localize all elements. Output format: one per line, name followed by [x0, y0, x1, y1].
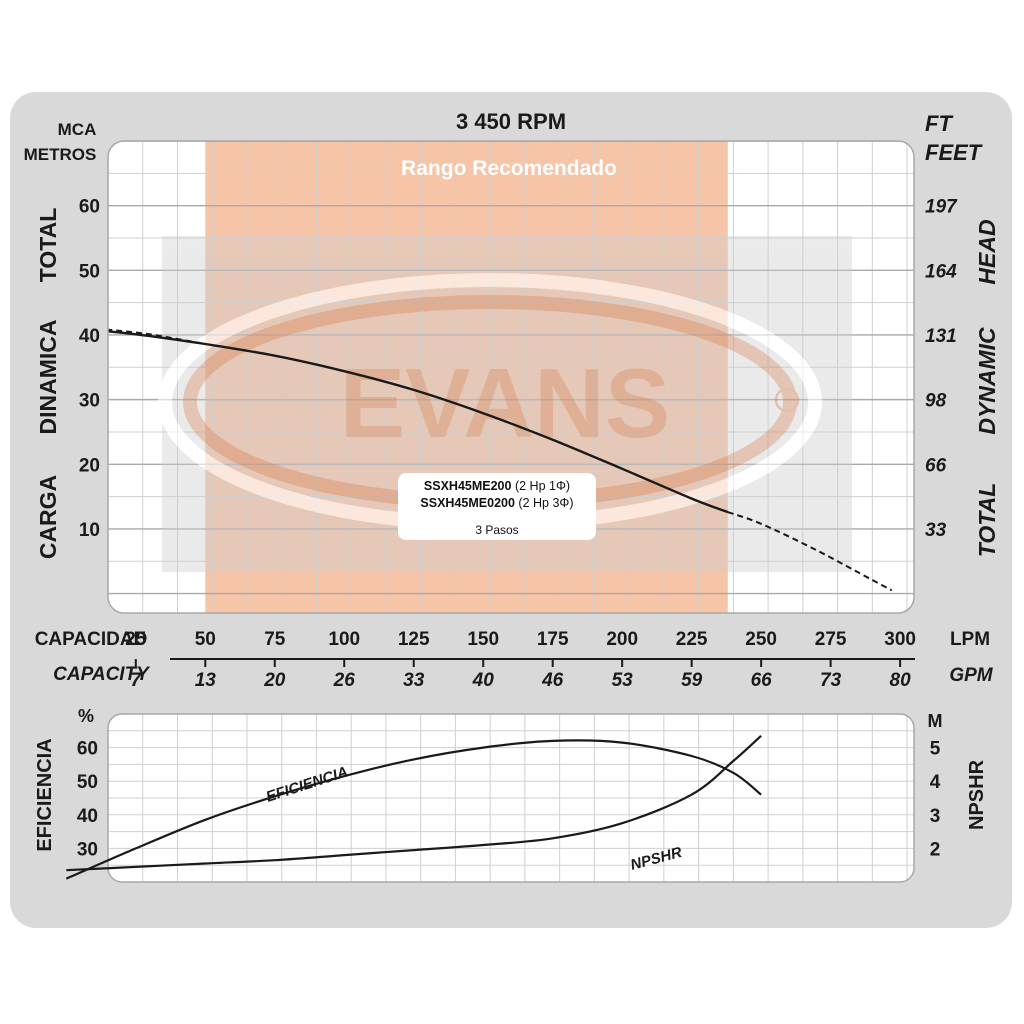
left-unit-metros: METROS	[24, 145, 97, 164]
head-m-tick: 40	[79, 326, 100, 347]
left-label-total: TOTAL	[35, 208, 61, 283]
efficiency-tick-labels: 30 40 50 60	[77, 739, 98, 861]
gpm-tick: 13	[195, 670, 217, 691]
gpm-tick: 33	[403, 670, 425, 691]
efficiency-tick: 50	[77, 772, 98, 793]
head-right-tick-labels: 33 66 98 131 164 197	[925, 197, 958, 541]
efficiency-curve	[65, 739, 762, 880]
model-2-spec: (2 Hp 3Φ)	[518, 496, 574, 510]
lpm-tick: 275	[815, 629, 847, 650]
model-1-name: SSXH45ME200	[423, 479, 512, 493]
recommended-range-label: Rango Recomendado	[401, 157, 617, 180]
left-label-carga: CARGA	[35, 475, 61, 559]
lpm-tick-labels: 25 50 75 100 125 150 175 200 225 250 275 300	[125, 629, 916, 650]
model-1-spec: (2 Hp 1Φ)	[514, 479, 571, 493]
head-curve-dashed-2	[727, 511, 893, 592]
right-unit-ft: FT	[925, 111, 953, 136]
npshr-tick: 3	[930, 806, 941, 827]
svg-text:EVANS: EVANS	[340, 348, 670, 458]
right-label-head: HEAD	[974, 219, 1000, 284]
head-m-tick: 30	[79, 391, 100, 412]
lpm-tick: 100	[328, 629, 360, 650]
gpm-tick: 80	[890, 670, 912, 691]
gpm-tick: 26	[333, 670, 356, 691]
lpm-tick: 250	[745, 629, 777, 650]
head-ft-tick: 131	[925, 326, 957, 347]
head-curve-dashed-1	[108, 326, 206, 345]
bottom-grid	[108, 714, 914, 882]
lpm-tick: 300	[884, 629, 916, 650]
head-ft-tick: 66	[925, 455, 947, 476]
rpm-title: 3 450 RPM	[456, 109, 566, 134]
lpm-tick: 25	[125, 629, 147, 650]
efficiency-tick: 30	[77, 839, 98, 860]
head-ft-tick: 197	[925, 197, 958, 218]
capacity-label-es: CAPACIDAD	[35, 629, 148, 650]
gpm-unit: GPM	[949, 665, 993, 686]
gpm-tick: 53	[612, 670, 634, 691]
stages-label: 3 Pasos	[475, 523, 519, 537]
head-ft-tick: 33	[925, 520, 947, 541]
efficiency-tick: 60	[77, 739, 98, 760]
efficiency-unit: %	[78, 706, 94, 726]
npshr-tick: 2	[930, 839, 941, 860]
model-2-name: SSXH45ME0200	[420, 496, 515, 510]
gpm-tick: 73	[820, 670, 842, 691]
lpm-tick: 150	[467, 629, 499, 650]
head-m-tick: 60	[79, 197, 100, 218]
capacity-label-en: CAPACITY	[53, 664, 151, 685]
svg-text:R: R	[782, 393, 792, 408]
npshr-tick: 4	[930, 772, 941, 793]
head-left-tick-labels: 10 20 30 40 50 60	[79, 197, 100, 541]
lpm-tick: 75	[264, 629, 286, 650]
gpm-tick: 46	[541, 670, 564, 691]
npshr-tick-labels: 2 3 4 5	[930, 739, 941, 861]
head-curve-solid-0	[108, 326, 729, 514]
npshr-curve	[66, 734, 762, 872]
gpm-tick-labels: 7 13 20 26 33 40 46 53 59 66 73 80	[131, 659, 912, 691]
top-grid	[108, 141, 914, 613]
efficiency-tick: 40	[77, 806, 98, 827]
gpm-tick: 7	[131, 670, 143, 691]
lpm-tick: 225	[676, 629, 708, 650]
gpm-tick: 20	[263, 670, 286, 691]
lpm-tick: 200	[606, 629, 638, 650]
npshr-axis-label: NPSHR	[966, 759, 988, 830]
efficiency-npshr-curves	[65, 734, 762, 880]
head-m-tick: 20	[79, 455, 100, 476]
head-ft-tick: 164	[925, 261, 957, 282]
right-unit-feet: FEET	[925, 140, 983, 165]
head-ft-tick: 98	[925, 391, 947, 412]
gpm-tick: 59	[681, 670, 703, 691]
right-label-dynamic: DYNAMIC	[974, 327, 1000, 435]
head-m-tick: 50	[79, 261, 100, 282]
npshr-unit: M	[928, 711, 943, 731]
lpm-tick: 50	[195, 629, 216, 650]
head-curve	[108, 326, 893, 592]
lpm-tick: 175	[537, 629, 569, 650]
efficiency-axis-label: EFICIENCIA	[34, 738, 56, 851]
lpm-tick: 125	[398, 629, 430, 650]
right-label-total: TOTAL	[974, 483, 1000, 558]
lpm-unit: LPM	[950, 629, 990, 650]
gpm-tick: 40	[472, 670, 495, 691]
head-m-tick: 10	[79, 520, 100, 541]
npshr-tick: 5	[930, 739, 941, 760]
model-legend: SSXH45ME200 (2 Hp 1Φ) SSXH45ME0200 (2 Hp…	[398, 473, 596, 540]
left-unit-mca: MCA	[58, 120, 97, 139]
gpm-tick: 66	[751, 670, 773, 691]
left-label-dinamica: DINAMICA	[35, 320, 61, 435]
